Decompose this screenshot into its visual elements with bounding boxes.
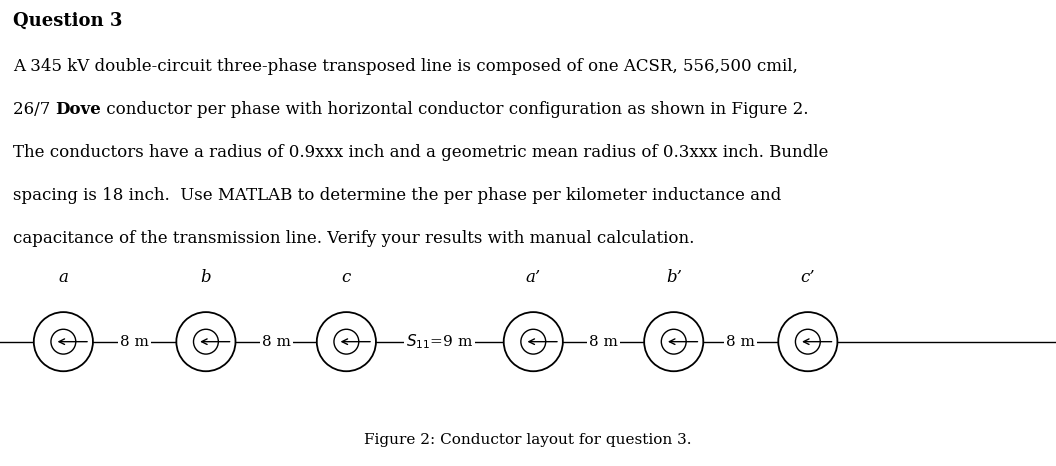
Text: b: b [201,269,211,287]
Ellipse shape [317,312,376,371]
Text: a: a [58,269,69,287]
Ellipse shape [644,312,703,371]
Text: Dove: Dove [55,101,101,118]
Text: b’: b’ [665,269,682,287]
Text: 8 m: 8 m [589,335,618,349]
Text: Question 3: Question 3 [13,12,122,30]
Text: conductor per phase with horizontal conductor configuration as shown in Figure 2: conductor per phase with horizontal cond… [101,101,809,118]
Text: spacing is 18 inch.  Use MATLAB to determine the per phase per kilometer inducta: spacing is 18 inch. Use MATLAB to determ… [13,187,781,204]
Ellipse shape [504,312,563,371]
Text: 8 m: 8 m [727,335,755,349]
Text: The conductors have a radius of 0.9xxx inch and a geometric mean radius of 0.3xx: The conductors have a radius of 0.9xxx i… [13,144,828,161]
Text: Figure 2: Conductor layout for question 3.: Figure 2: Conductor layout for question … [364,433,692,447]
Text: a’: a’ [526,269,541,287]
Ellipse shape [34,312,93,371]
Ellipse shape [778,312,837,371]
Text: 26/7: 26/7 [13,101,55,118]
Text: capacitance of the transmission line. Verify your results with manual calculatio: capacitance of the transmission line. Ve… [13,230,694,247]
Text: c: c [342,269,351,287]
Text: c’: c’ [800,269,815,287]
Text: $S_{11}$=9 m: $S_{11}$=9 m [407,332,473,351]
Text: A 345 kV double-circuit three-phase transposed line is composed of one ACSR, 556: A 345 kV double-circuit three-phase tran… [13,58,797,75]
Text: 8 m: 8 m [262,335,290,349]
Text: 8 m: 8 m [120,335,149,349]
Ellipse shape [176,312,235,371]
